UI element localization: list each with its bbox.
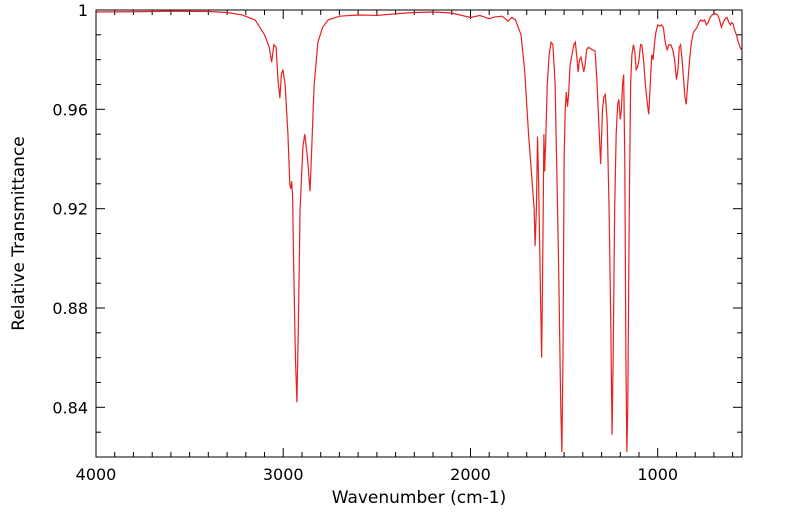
- x-tick-label: 2000: [450, 465, 491, 484]
- x-tick-labels: 4000 3000 2000 1000: [76, 465, 678, 484]
- y-tick-label: 0.84: [52, 398, 88, 417]
- x-tick-label: 3000: [263, 465, 304, 484]
- series-line: [95, 10, 742, 453]
- minor-ticks: [96, 10, 742, 458]
- y-tick-label: 1: [78, 1, 88, 20]
- plot-frame: [95, 9, 743, 458]
- x-axis-title: Wavenumber (cm-1): [332, 488, 507, 508]
- y-axis-title: Relative Transmittance: [9, 136, 29, 331]
- x-tick-label: 4000: [76, 465, 117, 484]
- y-tick-label: 0.92: [52, 200, 88, 219]
- y-tick-label: 0.88: [52, 299, 88, 318]
- y-tick-label: 0.96: [52, 100, 88, 119]
- y-tick-labels: 0.84 0.88 0.92 0.96 1: [52, 1, 88, 417]
- x-tick-label: 1000: [637, 465, 678, 484]
